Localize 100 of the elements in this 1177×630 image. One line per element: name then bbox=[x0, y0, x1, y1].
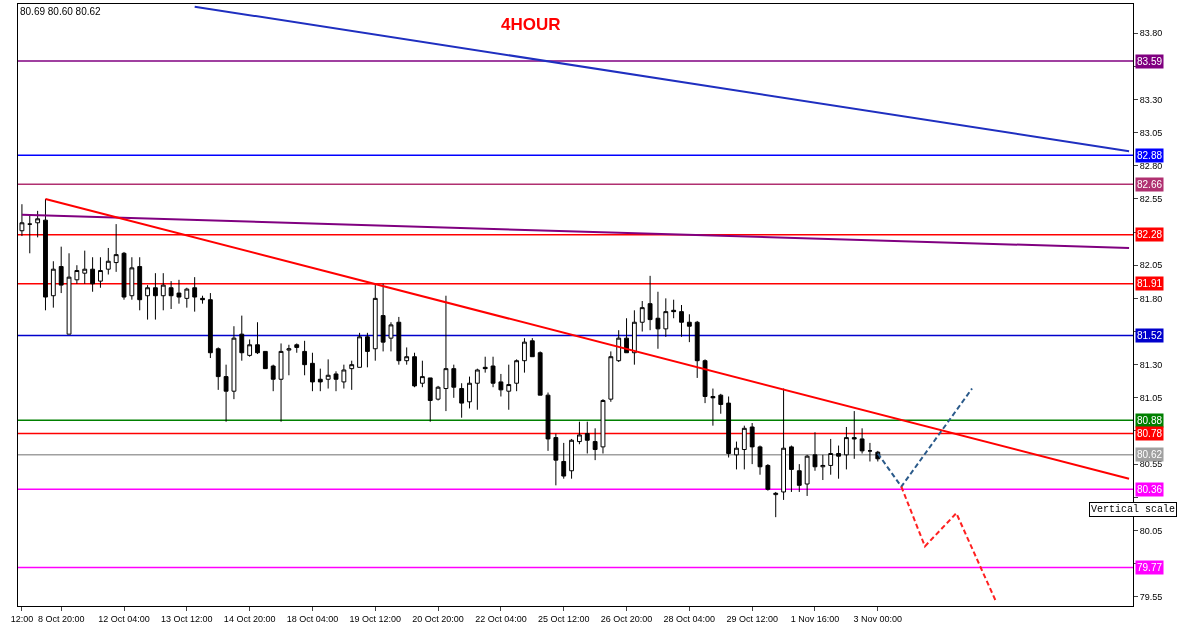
y-tick-label: 82.55 bbox=[1139, 194, 1163, 205]
candlestick bbox=[286, 344, 292, 376]
ref-line-label: 82.66 bbox=[1137, 179, 1163, 190]
y-tick-label: 79.55 bbox=[1139, 591, 1163, 602]
candlestick bbox=[796, 463, 802, 493]
candlestick bbox=[561, 442, 567, 480]
y-tick-label: 83.80 bbox=[1139, 28, 1163, 39]
ref-line-label: 80.36 bbox=[1137, 484, 1163, 495]
ref-line-label: 82.28 bbox=[1137, 229, 1163, 240]
candlestick bbox=[663, 297, 669, 338]
candlestick bbox=[608, 350, 614, 403]
candlestick bbox=[113, 223, 119, 273]
candlestick bbox=[200, 295, 205, 305]
y-tick-label: 80.55 bbox=[1139, 459, 1163, 470]
candlestick bbox=[482, 356, 488, 374]
candlestick bbox=[757, 445, 763, 476]
candlestick bbox=[365, 332, 370, 368]
candlestick bbox=[600, 398, 606, 455]
candlestick bbox=[553, 433, 559, 486]
candlestick bbox=[66, 252, 72, 335]
candlestick bbox=[781, 388, 786, 501]
annotation: 80.69 80.60 80.62 bbox=[20, 6, 102, 17]
candlestick bbox=[427, 377, 433, 423]
candlestick bbox=[404, 346, 410, 366]
candlestick bbox=[702, 358, 708, 404]
candlestick bbox=[278, 342, 284, 423]
candlestick bbox=[498, 373, 504, 397]
candlestick bbox=[655, 291, 661, 350]
candlestick bbox=[137, 256, 143, 311]
candlestick bbox=[529, 337, 535, 358]
candlestick bbox=[789, 445, 794, 493]
candlestick bbox=[631, 309, 637, 366]
candlestick bbox=[372, 283, 378, 362]
x-tick-label: 12:00 bbox=[10, 613, 34, 624]
candlestick bbox=[773, 491, 779, 518]
ref-line-label: 81.91 bbox=[1137, 278, 1163, 289]
x-tick-label: 19 Oct 12:00 bbox=[349, 613, 402, 624]
x-tick-label: 26 Oct 20:00 bbox=[600, 613, 653, 624]
y-tick-label: 81.80 bbox=[1139, 293, 1163, 304]
candlestick bbox=[584, 421, 590, 455]
ref-line-label: 80.88 bbox=[1137, 415, 1163, 426]
candlestick bbox=[765, 463, 771, 492]
candlestick bbox=[145, 284, 150, 321]
candlestick bbox=[710, 388, 716, 427]
candlestick bbox=[380, 283, 386, 352]
candlestick bbox=[467, 376, 472, 409]
candlestick bbox=[121, 251, 127, 301]
candlestick bbox=[168, 280, 174, 310]
candlestick bbox=[694, 320, 700, 379]
candlestick bbox=[734, 441, 739, 470]
candlestick bbox=[506, 364, 512, 411]
candlestick bbox=[820, 454, 826, 481]
y-tick-label: 80.05 bbox=[1139, 525, 1163, 536]
y-tick-label: 81.05 bbox=[1139, 392, 1163, 403]
candlestick bbox=[176, 279, 182, 305]
candlestick bbox=[718, 393, 724, 415]
candlestick bbox=[262, 350, 268, 370]
ref-line-label: 80.78 bbox=[1137, 428, 1163, 439]
candlestick bbox=[255, 321, 260, 355]
ref-line-label: 80.62 bbox=[1137, 449, 1163, 460]
candlestick bbox=[851, 410, 857, 460]
candlestick bbox=[341, 364, 347, 390]
line-series bbox=[900, 485, 997, 602]
candlestick bbox=[35, 210, 41, 238]
candlestick bbox=[333, 370, 339, 392]
candlestick bbox=[592, 427, 598, 461]
candlestick bbox=[90, 256, 96, 293]
candlestick bbox=[215, 346, 221, 391]
candlestick bbox=[82, 250, 88, 285]
candlestick bbox=[58, 246, 64, 294]
candlestick bbox=[98, 256, 103, 289]
y-tick-label: 83.30 bbox=[1139, 94, 1163, 105]
candlestick bbox=[741, 425, 747, 470]
candlestick bbox=[749, 422, 755, 465]
candlestick bbox=[325, 358, 331, 390]
candlestick bbox=[231, 325, 237, 400]
x-tick-label: 29 Oct 12:00 bbox=[726, 613, 778, 624]
candlestick bbox=[671, 299, 677, 319]
candlestick bbox=[302, 340, 308, 376]
annotation: Vertical scale bbox=[1091, 504, 1176, 515]
candlestick bbox=[152, 272, 158, 321]
candlestick bbox=[647, 275, 653, 331]
ref-line-label: 83.59 bbox=[1137, 56, 1163, 67]
candlestick bbox=[726, 395, 732, 458]
candlestick bbox=[545, 392, 551, 452]
candlestick bbox=[435, 385, 441, 401]
candlestick bbox=[451, 364, 457, 399]
x-tick-label: 22 Oct 04:00 bbox=[475, 613, 527, 624]
x-tick-label: 3 Nov 00:00 bbox=[853, 613, 903, 624]
candlestick bbox=[294, 344, 300, 354]
candlestick bbox=[859, 427, 865, 455]
candlestick bbox=[317, 368, 323, 392]
candlestick bbox=[419, 360, 425, 388]
candlestick bbox=[836, 445, 841, 480]
candlestick bbox=[443, 295, 449, 412]
candlestick bbox=[639, 300, 645, 333]
candlestick bbox=[396, 316, 402, 366]
candlestick bbox=[616, 329, 622, 363]
candlestick bbox=[160, 272, 166, 311]
candlestick bbox=[129, 256, 135, 301]
